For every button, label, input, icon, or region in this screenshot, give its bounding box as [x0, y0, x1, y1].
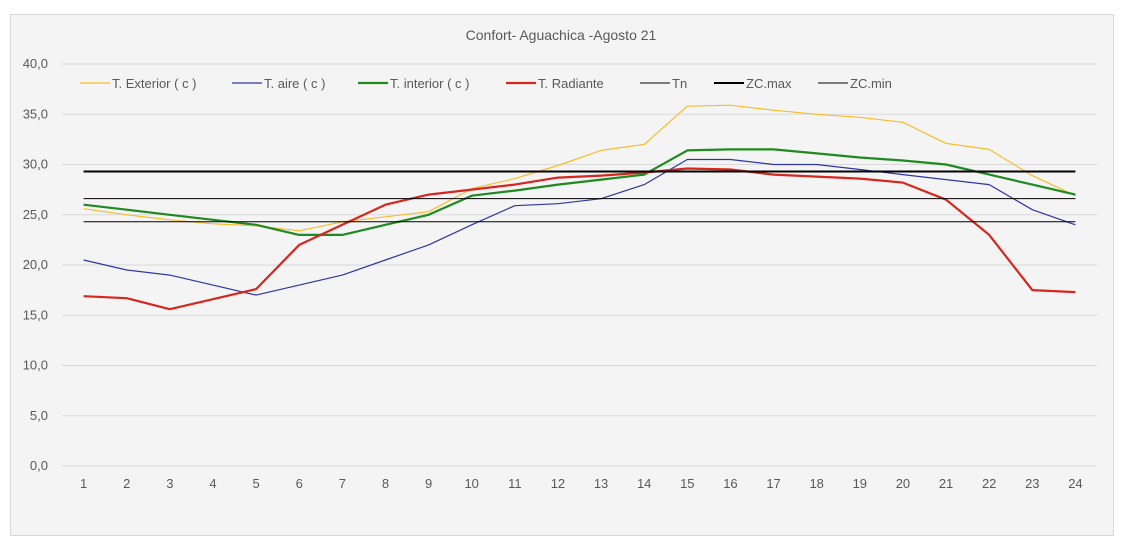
- legend: T. Exterior ( c ) T. aire ( c ) T. interio…: [80, 76, 892, 91]
- x-tick-label: 21: [939, 476, 953, 491]
- legend-label: T. Exterior ( c ): [112, 76, 197, 91]
- x-tick-label: 22: [982, 476, 996, 491]
- y-tick-label: 25,0: [23, 207, 48, 222]
- x-tick-label: 13: [594, 476, 608, 491]
- x-tick-label: 24: [1068, 476, 1082, 491]
- y-tick-label: 0,0: [30, 458, 48, 473]
- y-tick-label: 20,0: [23, 257, 48, 272]
- series-line-t-exterior-c: [83, 104, 1076, 232]
- x-tick-label: 4: [209, 476, 216, 491]
- x-tick-label: 12: [551, 476, 565, 491]
- series-lines: [83, 104, 1076, 311]
- legend-label: T. aire ( c ): [264, 76, 325, 91]
- y-tick-label: 30,0: [23, 157, 48, 172]
- series-line-t-radiante: [83, 167, 1076, 311]
- y-tick-label: 10,0: [23, 358, 48, 373]
- x-tick-label: 16: [723, 476, 737, 491]
- x-tick-label: 7: [339, 476, 346, 491]
- x-tick-label: 2: [123, 476, 130, 491]
- x-tick-label: 3: [166, 476, 173, 491]
- x-tick-label: 15: [680, 476, 694, 491]
- x-tick-label: 11: [508, 476, 522, 491]
- x-tick-label: 10: [464, 476, 478, 491]
- x-tick-label: 5: [252, 476, 259, 491]
- x-tick-label: 19: [853, 476, 867, 491]
- x-tick-label: 8: [382, 476, 389, 491]
- x-tick-label: 18: [809, 476, 823, 491]
- chart-title: Confort- Aguachica -Agosto 21: [466, 27, 657, 43]
- x-tick-label: 1: [80, 476, 87, 491]
- x-tick-label: 23: [1025, 476, 1039, 491]
- y-tick-label: 15,0: [23, 307, 48, 322]
- x-tick-label: 20: [896, 476, 910, 491]
- y-tick-label: 5,0: [30, 408, 48, 423]
- gridlines: [62, 63, 1097, 467]
- x-tick-label: 14: [637, 476, 651, 491]
- legend-label: ZC.max: [746, 76, 792, 91]
- series-line-t-interior-c: [83, 148, 1076, 236]
- legend-label: Tn: [672, 76, 687, 91]
- x-axis-ticks: 1 2 3 4 5 6 7 8 9 10 11 12 13 14 15 16 17 18 19 20 21 22 23 24: [80, 476, 1083, 491]
- legend-label: ZC.min: [850, 76, 892, 91]
- x-tick-label: 17: [766, 476, 780, 491]
- y-tick-label: 40,0: [23, 56, 48, 71]
- x-tick-label: 6: [296, 476, 303, 491]
- y-axis-ticks: 0,0 5,0 10,0 15,0 20,0 25,0 30,0 35,0 40,0: [23, 56, 48, 473]
- x-tick-label: 9: [425, 476, 432, 491]
- series-line-t-aire-c: [83, 158, 1076, 296]
- chart-area: [10, 14, 1114, 536]
- y-tick-label: 35,0: [23, 106, 48, 121]
- legend-label: T. Radiante: [538, 76, 604, 91]
- legend-label: T. interior ( c ): [390, 76, 469, 91]
